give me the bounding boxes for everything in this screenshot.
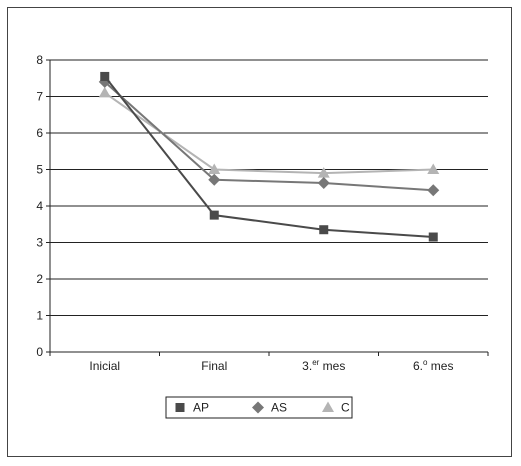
axes	[46, 59, 489, 356]
point-AP-3	[428, 232, 438, 242]
point-C-3	[427, 163, 440, 174]
point-AP-1	[209, 210, 219, 220]
ytick-label-0: 0	[36, 345, 43, 359]
legend-label-AS: AS	[271, 401, 287, 415]
grid-lines	[50, 59, 488, 316]
ytick-label-8: 8	[36, 53, 43, 67]
ytick-label-2: 2	[36, 272, 43, 286]
series-line-AP	[103, 75, 434, 239]
legend-marker-C	[322, 401, 334, 412]
series-line-AS	[104, 81, 434, 192]
xtick-label-3: 6.o mes	[413, 358, 453, 373]
xtick-label-1: Final	[201, 359, 227, 373]
legend-marker-AS	[252, 401, 264, 414]
point-AS-2	[317, 177, 330, 190]
ytick-label-4: 4	[36, 199, 43, 213]
chart-frame	[7, 7, 512, 457]
point-AP-2	[319, 225, 329, 235]
point-C-0	[98, 86, 111, 98]
ytick-label-5: 5	[36, 163, 43, 177]
ytick-label-6: 6	[36, 126, 43, 140]
xtick-label-0: Inicial	[89, 359, 120, 373]
xtick-label-2: 3.er mes	[302, 358, 345, 373]
point-C-2	[317, 167, 330, 178]
point-AS-1	[208, 173, 221, 186]
legend: AP AS C	[165, 396, 353, 419]
point-C-1	[208, 163, 221, 174]
legend-label-AP: AP	[193, 401, 209, 415]
y-tick-labels: 0 1 2 3 4 5 6 7 8	[36, 53, 43, 359]
point-AP-0	[100, 71, 110, 81]
legend-label-C: C	[341, 401, 350, 415]
ytick-label-1: 1	[36, 309, 43, 323]
series-lines	[98, 71, 440, 242]
x-tick-labels: Inicial Final 3.er mes 6.o mes	[89, 358, 453, 373]
ytick-label-3: 3	[36, 236, 43, 250]
point-AS-3	[427, 184, 440, 197]
legend-marker-AP	[175, 403, 185, 412]
ytick-label-7: 7	[36, 90, 43, 104]
